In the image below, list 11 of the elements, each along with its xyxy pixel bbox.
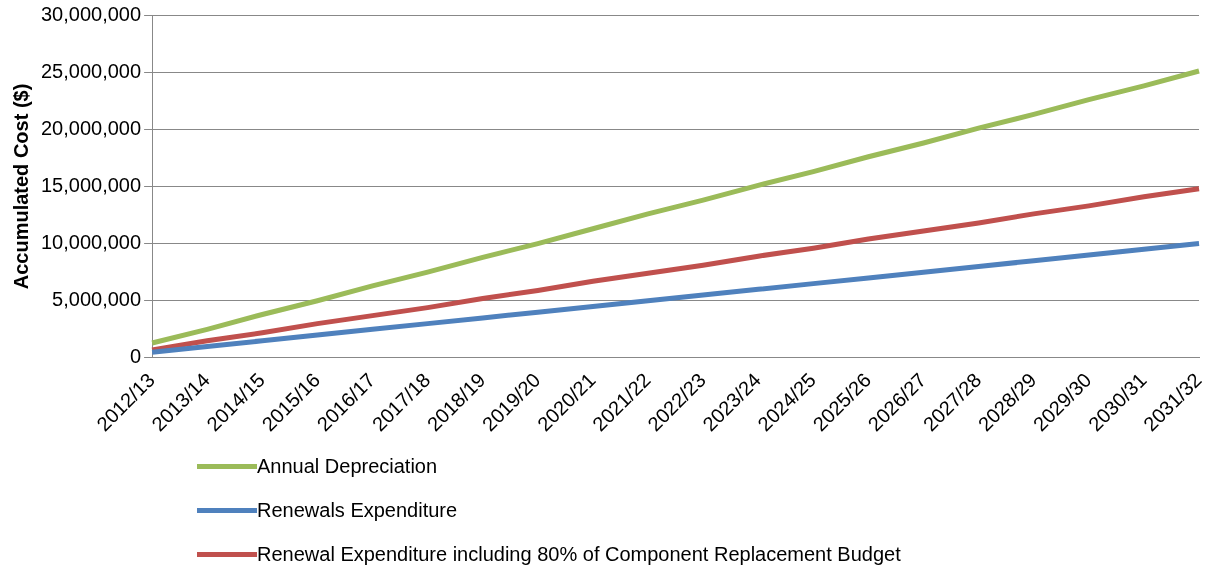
y-tick-label: 0 [129, 345, 142, 368]
legend-label: Renewals Expenditure [257, 498, 458, 522]
y-tick-label: 30,000,000 [40, 2, 142, 25]
y-tick-label: 10,000,000 [40, 231, 142, 254]
y-tick-label: 5,000,000 [52, 288, 142, 311]
y-axis-title: Accumulated Cost ($) [9, 83, 32, 290]
y-tick-label: 20,000,000 [40, 116, 142, 139]
y-tick-label: 25,000,000 [40, 59, 142, 82]
legend-label: Annual Depreciation [257, 454, 438, 478]
legend-label: Renewal Expenditure including 80% of Component Replacement Budget [257, 542, 901, 566]
y-tick-label: 15,000,000 [40, 173, 142, 196]
